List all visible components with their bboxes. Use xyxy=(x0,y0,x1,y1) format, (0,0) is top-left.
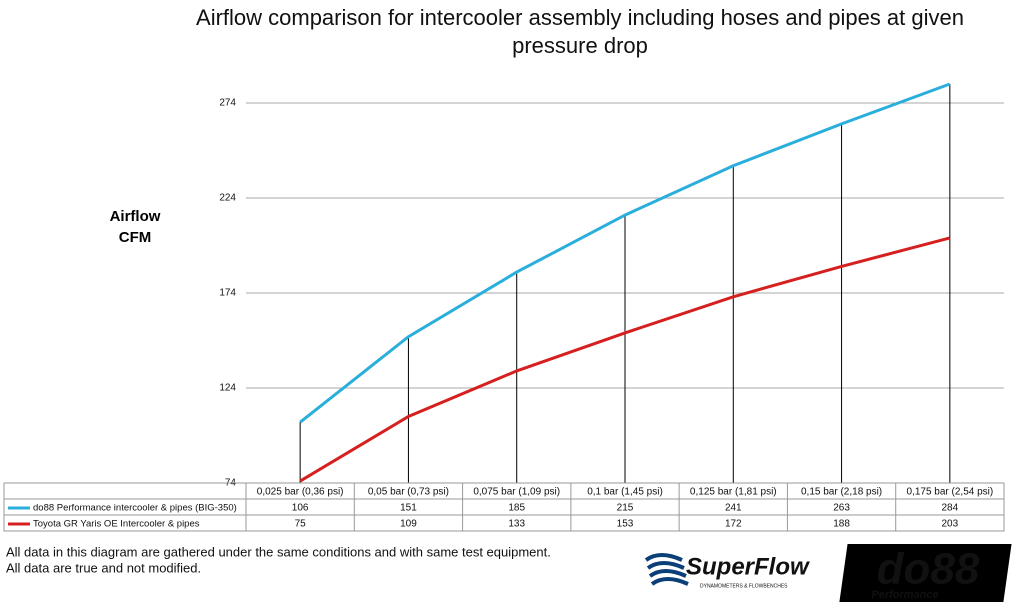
x-tick-label: 0,125 bar (1,81 psi) xyxy=(690,487,777,498)
logo-subtext: DYNAMOMETERS & FLOWBENCHES xyxy=(700,583,788,589)
table-value: 185 xyxy=(508,503,525,514)
legend-label: Toyota GR Yaris OE Intercooler & pipes xyxy=(33,519,200,530)
y-axis-label: Airflow CFM xyxy=(109,208,161,246)
table-value: 188 xyxy=(833,519,850,530)
table-value: 153 xyxy=(617,519,634,530)
table-value: 75 xyxy=(295,519,307,530)
x-tick-label: 0,025 bar (0,36 psi) xyxy=(257,487,344,498)
logo-wave xyxy=(648,569,687,578)
superflow-logo: SuperFlow DYNAMOMETERS & FLOWBENCHES xyxy=(644,553,810,589)
y-tick-label: 224 xyxy=(219,193,236,204)
table-value: 241 xyxy=(725,503,742,514)
footer-note: All data in this diagram are gathered un… xyxy=(6,544,551,559)
table-value: 106 xyxy=(292,503,309,514)
x-tick-label: 0,1 bar (1,45 psi) xyxy=(587,487,663,498)
table-value: 203 xyxy=(942,519,959,530)
logo-wave xyxy=(646,561,685,570)
logo-wave xyxy=(650,577,689,586)
table-value: 109 xyxy=(400,519,417,530)
logo-text: SuperFlow xyxy=(686,553,810,580)
y-tick-label: 124 xyxy=(219,383,236,394)
y-tick-label: 274 xyxy=(219,98,236,109)
footer-note: All data are true and not modified. xyxy=(6,560,201,575)
logo-text: do88 xyxy=(877,545,980,594)
table-value: 284 xyxy=(942,503,959,514)
x-tick-label: 0,05 bar (0,73 psi) xyxy=(368,487,449,498)
legend-label: do88 Performance intercooler & pipes (BI… xyxy=(33,503,237,514)
y-tick-label: 174 xyxy=(219,288,236,299)
logo-bg xyxy=(839,544,1012,602)
x-tick-label: 0,075 bar (1,09 psi) xyxy=(473,487,560,498)
table-value: 133 xyxy=(508,519,525,530)
table-value: 263 xyxy=(833,503,850,514)
logo-wave xyxy=(644,553,683,562)
table-value: 172 xyxy=(725,519,742,530)
logo-subtext: Performance xyxy=(871,589,938,601)
table-value: 215 xyxy=(617,503,634,514)
series-line xyxy=(299,82,951,424)
x-tick-label: 0,175 bar (2,54 psi) xyxy=(906,487,993,498)
chart-title: Airflow comparison for intercooler assem… xyxy=(196,5,964,58)
table-value: 151 xyxy=(400,503,417,514)
x-tick-label: 0,15 bar (2,18 psi) xyxy=(801,487,882,498)
series-line xyxy=(299,236,951,483)
